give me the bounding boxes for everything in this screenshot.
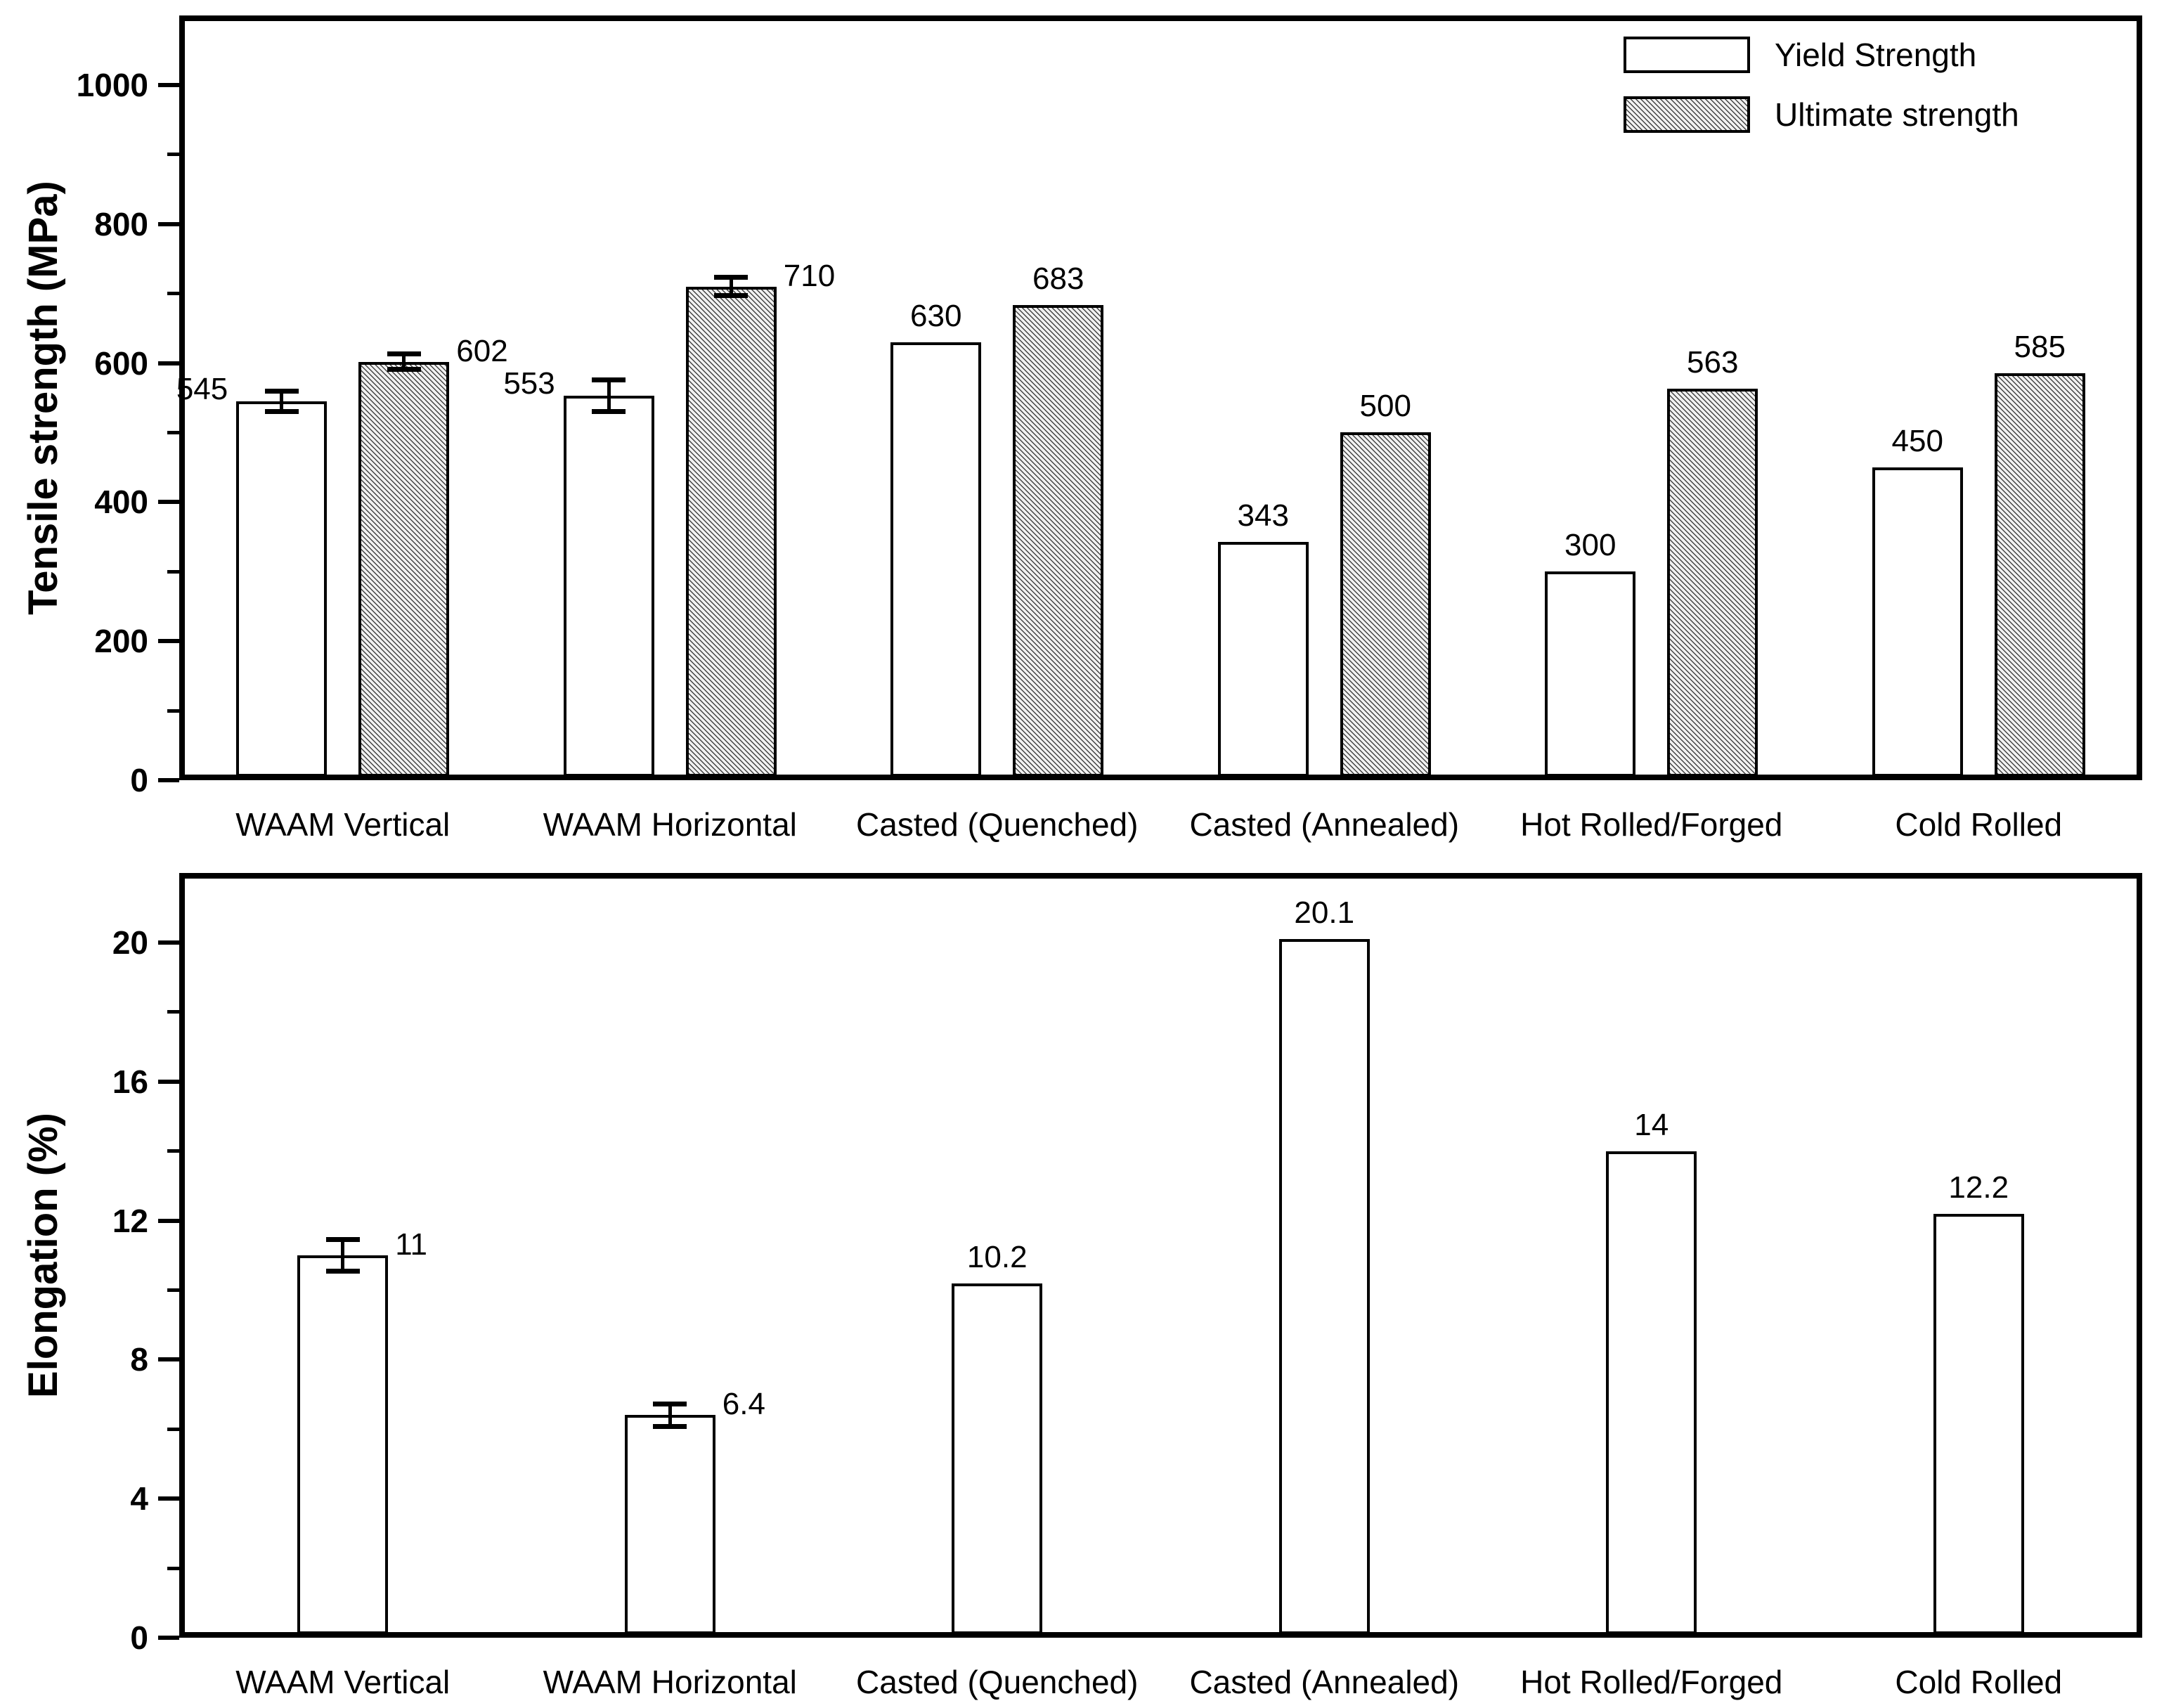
- bar-value-label: 343: [1237, 498, 1289, 533]
- bar-tensile: [1667, 389, 1758, 777]
- y-axis-major-tick: [158, 1636, 179, 1640]
- category-label: Casted (Quenched): [856, 806, 1139, 843]
- bar-value-label: 450: [1891, 423, 1943, 458]
- legend-swatch-yield-strength: [1624, 37, 1750, 73]
- y-axis-minor-tick: [167, 1566, 179, 1570]
- y-axis-major-tick: [158, 221, 179, 226]
- y-axis-major-tick: [158, 1496, 179, 1501]
- y-axis-major-tick: [158, 940, 179, 945]
- legend-label-yield-strength: Yield Strength: [1775, 37, 1977, 73]
- y-axis-major-tick: [158, 82, 179, 87]
- bar-value-label: 14: [1634, 1107, 1669, 1142]
- bar-value-label: 710: [783, 258, 836, 293]
- bar-tensile: [1217, 541, 1309, 777]
- y-axis-major-tick: [158, 1357, 179, 1362]
- error-bar-cap-top: [387, 351, 421, 357]
- bar-value-label: 300: [1564, 528, 1616, 563]
- bar-value-label: 683: [1032, 261, 1084, 297]
- error-bar-line: [668, 1404, 672, 1427]
- category-label: Cold Rolled: [1895, 806, 2063, 843]
- y-axis-title-tensile: Tensile strength (MPa): [20, 181, 66, 615]
- category-label: Cold Rolled: [1895, 1664, 2063, 1700]
- error-bar-cap-bottom: [325, 1268, 360, 1274]
- error-bar-cap-top: [264, 388, 299, 394]
- error-bar-line: [607, 380, 611, 412]
- bar-tensile: [1872, 467, 1963, 777]
- bar-value-label: 585: [2014, 330, 2066, 365]
- error-bar-line: [341, 1239, 345, 1272]
- plot-frame-elongation: [179, 873, 2142, 1638]
- y-axis-minor-tick: [167, 1149, 179, 1153]
- bar-tensile: [1545, 571, 1636, 777]
- y-axis-major-tick: [158, 361, 179, 365]
- y-axis-title-elongation: Elongation (%): [20, 1113, 66, 1398]
- y-axis-minor-tick: [167, 1010, 179, 1014]
- category-label: WAAM Horizontal: [543, 1664, 797, 1700]
- bar-elongation: [1606, 1151, 1697, 1634]
- category-label: WAAM Vertical: [235, 806, 451, 843]
- legend-label-ultimate-strength: Ultimate strength: [1775, 96, 2019, 133]
- error-bar-cap-bottom: [387, 366, 421, 372]
- y-axis-major-tick: [158, 639, 179, 644]
- category-label: Casted (Annealed): [1189, 806, 1460, 843]
- category-label: Hot Rolled/Forged: [1520, 1664, 1783, 1700]
- bar-value-label: 6.4: [722, 1387, 765, 1422]
- y-axis-major-tick: [158, 1079, 179, 1084]
- bar-elongation: [952, 1283, 1043, 1634]
- bar-tensile: [1013, 305, 1104, 777]
- legend-swatch-ultimate-strength: [1624, 96, 1750, 133]
- error-bar-cap-bottom: [714, 293, 749, 299]
- bar-tensile: [236, 401, 328, 777]
- bar-tensile: [358, 361, 450, 777]
- bar-value-label: 20.1: [1294, 895, 1355, 930]
- category-label: WAAM Vertical: [235, 1664, 451, 1700]
- error-bar-cap-bottom: [592, 409, 626, 415]
- bar-value-label: 563: [1687, 345, 1739, 380]
- bar-tensile: [1994, 373, 2085, 777]
- error-bar-cap-top: [653, 1402, 687, 1407]
- y-axis-minor-tick: [167, 709, 179, 713]
- bar-tensile: [685, 286, 777, 777]
- bar-value-label: 10.2: [966, 1239, 1028, 1274]
- error-bar-line: [280, 391, 284, 412]
- bar-value-label: 500: [1359, 389, 1411, 424]
- bar-value-label: 553: [503, 366, 555, 401]
- bar-elongation: [1278, 938, 1370, 1634]
- category-label: Casted (Quenched): [856, 1664, 1139, 1700]
- error-bar-line: [402, 354, 406, 370]
- y-axis-minor-tick: [167, 430, 179, 434]
- bar-elongation: [1933, 1213, 2024, 1634]
- error-bar-cap-top: [325, 1237, 360, 1243]
- bar-value-label: 630: [910, 298, 962, 333]
- error-bar-cap-bottom: [653, 1423, 687, 1429]
- category-label: WAAM Horizontal: [543, 806, 797, 843]
- y-axis-major-tick: [158, 500, 179, 505]
- bar-tensile: [563, 396, 654, 777]
- y-axis-minor-tick: [167, 153, 179, 157]
- bar-value-label: 11: [395, 1227, 427, 1262]
- bar-tensile: [890, 342, 982, 777]
- error-bar-cap-bottom: [264, 409, 299, 415]
- y-axis-minor-tick: [167, 1288, 179, 1292]
- category-label: Hot Rolled/Forged: [1520, 806, 1783, 843]
- y-axis-major-tick: [158, 1218, 179, 1223]
- error-bar-line: [729, 277, 733, 296]
- bar-elongation: [624, 1415, 715, 1634]
- error-bar-cap-top: [714, 275, 749, 280]
- bar-value-label: 602: [456, 333, 508, 368]
- error-bar-cap-top: [592, 377, 626, 382]
- bar-value-label: 12.2: [1948, 1170, 2009, 1205]
- y-axis-major-tick: [158, 778, 179, 782]
- bar-elongation: [297, 1255, 389, 1634]
- category-label: Casted (Annealed): [1189, 1664, 1460, 1700]
- y-axis-minor-tick: [167, 569, 179, 574]
- y-axis-minor-tick: [167, 1427, 179, 1431]
- y-axis-minor-tick: [167, 292, 179, 296]
- bar-tensile: [1340, 432, 1431, 777]
